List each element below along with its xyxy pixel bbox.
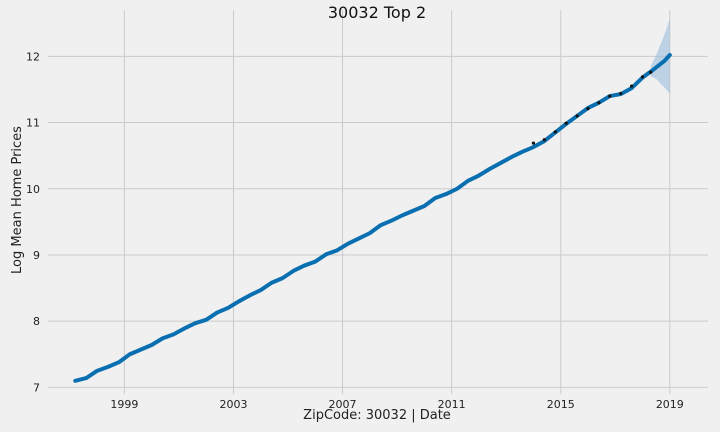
y-tick-label: 8 [33, 315, 40, 328]
observed-point [649, 70, 653, 74]
y-tick-label: 11 [26, 117, 40, 130]
confidence-band [650, 17, 670, 95]
observed-point [597, 101, 601, 105]
observed-point [531, 141, 536, 145]
x-tick-labels: 1999 2003 2007 2011 2015 2019 [110, 398, 683, 411]
confidence-band-area [650, 17, 670, 95]
observed-point [619, 91, 623, 96]
x-tick-label: 2015 [547, 398, 575, 411]
observed-point [564, 121, 568, 125]
grid [48, 10, 708, 394]
observed-point [553, 130, 557, 134]
x-tick-label: 2019 [656, 398, 684, 411]
observed-points [531, 70, 653, 145]
observed-point [586, 107, 590, 111]
y-tick-label: 12 [26, 50, 40, 63]
x-tick-label: 2007 [329, 398, 357, 411]
y-tick-label: 9 [33, 249, 40, 262]
forecast-line [73, 53, 672, 383]
observed-point [575, 114, 579, 118]
observed-point [608, 94, 612, 98]
series-lines [73, 53, 672, 383]
x-tick-label: 1999 [110, 398, 138, 411]
observed-point [542, 138, 546, 142]
observed-point [640, 75, 645, 79]
y-tick-labels: 7 8 9 10 11 12 [26, 50, 40, 394]
y-tick-label: 7 [33, 381, 40, 394]
y-axis-title: Log Mean Home Prices [10, 126, 25, 274]
x-tick-label: 2003 [219, 398, 247, 411]
x-axis-title: ZipCode: 30032 | Date [303, 408, 451, 423]
x-tick-label: 2011 [438, 398, 466, 411]
observed-point [630, 84, 634, 88]
y-tick-label: 10 [26, 183, 40, 196]
chart-title: 30032 Top 2 [328, 3, 426, 22]
